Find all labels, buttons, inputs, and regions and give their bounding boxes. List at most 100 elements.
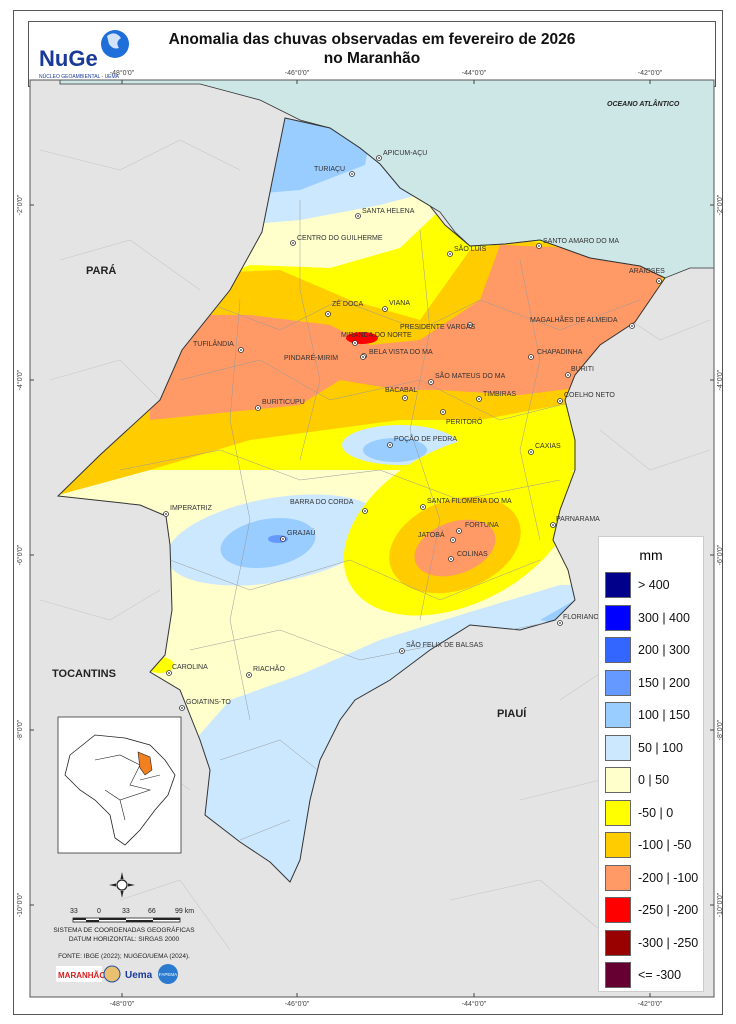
maranhao-boundary bbox=[56, 117, 666, 883]
legend-item: > 400 bbox=[599, 569, 703, 602]
city-label: SANTA HELENA bbox=[362, 208, 415, 215]
map-frame bbox=[13, 10, 723, 1015]
graticule-ticks: -48°0'0" -48°0'0" -46°0'0" -46°0'0" -44°0'0"… bbox=[16, 69, 724, 1008]
legend-unit: mm bbox=[639, 547, 663, 563]
city-label: RIACHÃO bbox=[253, 664, 285, 673]
partner-logos: MARANHÃO Uema FAPEMA bbox=[56, 964, 178, 984]
city-marker: CAROLINA bbox=[166, 664, 208, 676]
source-text: FONTE: IBGE (2022); NUGEO/UEMA (2024). bbox=[58, 953, 190, 960]
legend-swatch bbox=[605, 604, 631, 631]
legend-swatch bbox=[605, 799, 631, 826]
north-arrow-icon bbox=[109, 872, 135, 898]
city-label: JATOBÁ bbox=[418, 530, 445, 539]
legend-label: 0 | 50 bbox=[638, 773, 670, 788]
svg-text:NuGe: NuGe bbox=[39, 46, 98, 71]
longitude-label: -42°0'0" bbox=[638, 69, 663, 77]
legend-item: <= -300 bbox=[599, 959, 703, 992]
city-label: BARRA DO CORDA bbox=[290, 499, 354, 506]
legend-swatch bbox=[605, 702, 631, 729]
legend-swatch bbox=[605, 864, 631, 891]
legend-item: -50 | 0 bbox=[599, 797, 703, 830]
svg-text:NÚCLEO GEOAMBIENTAL - UEMA: NÚCLEO GEOAMBIENTAL - UEMA bbox=[39, 73, 120, 80]
city-marker: GOIATINS-TO bbox=[179, 699, 231, 711]
state-label-para: PARÁ bbox=[86, 264, 116, 277]
legend-label: 50 | 100 bbox=[638, 740, 683, 755]
city-marker: TUFILÂNDIA bbox=[193, 339, 244, 353]
city-marker: PARNARAMA bbox=[550, 516, 600, 528]
latitude-label: -8°0'0" bbox=[716, 719, 724, 740]
city-marker: SÃO LUÍS bbox=[447, 244, 487, 257]
latitude-label: -2°0'0" bbox=[16, 194, 24, 215]
city-marker: VIANA bbox=[382, 300, 410, 312]
city-label: SÃO LUÍS bbox=[454, 244, 487, 253]
legend-label: -50 | 0 bbox=[638, 805, 674, 820]
legend-item: -250 | -200 bbox=[599, 894, 703, 927]
city-marker: CHAPADINHA bbox=[528, 349, 583, 360]
city-label: ZÉ DOCA bbox=[332, 299, 363, 308]
city-marker: PERITORÓ bbox=[440, 409, 483, 426]
city-label: FLORIANO bbox=[563, 614, 599, 621]
city-marker: COELHO NETO bbox=[557, 392, 615, 404]
city-label: POÇÃO DE PEDRA bbox=[394, 434, 457, 443]
legend-label: -200 | -100 bbox=[638, 870, 699, 885]
latitude-label: -4°0'0" bbox=[16, 369, 24, 390]
city-label: ARAIOSES bbox=[629, 268, 665, 275]
longitude-label: -42°0'0" bbox=[638, 1000, 663, 1008]
legend-swatch bbox=[605, 767, 631, 794]
city-label: PARNARAMA bbox=[556, 516, 600, 523]
city-marker: SÃO FELIX DE BALSAS bbox=[399, 640, 483, 654]
city-marker: SANTA HELENA bbox=[355, 208, 415, 219]
brazil-locator-inset bbox=[57, 716, 182, 854]
city-marker: RIACHÃO bbox=[246, 664, 285, 678]
scale-bar: 33 0 33 66 99 km bbox=[70, 908, 194, 923]
city-label: CHAPADINHA bbox=[537, 349, 583, 356]
legend-item: 100 | 150 bbox=[599, 699, 703, 732]
city-label: SANTA FILOMENA DO MA bbox=[427, 498, 512, 505]
city-label: IMPERATRIZ bbox=[170, 505, 213, 512]
legend-swatch bbox=[605, 962, 631, 989]
legend-item: -200 | -100 bbox=[599, 862, 703, 895]
city-marker: BURITI bbox=[565, 366, 594, 378]
legend-item: -300 | -250 bbox=[599, 927, 703, 960]
city-label: TURIAÇU bbox=[314, 166, 345, 173]
legend: mm > 400 300 | 400 200 | 300 150 | 200 100 |… bbox=[598, 536, 704, 992]
city-label: TUFILÂNDIA bbox=[193, 339, 234, 348]
city-label: SANTO AMARO DO MA bbox=[543, 238, 619, 245]
uema-logo: Uema bbox=[125, 970, 153, 981]
city-label: CENTRO DO GUILHERME bbox=[297, 235, 383, 242]
scale-tick: 66 bbox=[148, 908, 156, 915]
map-border bbox=[29, 79, 715, 998]
state-label-piaui: PIAUÍ bbox=[497, 707, 527, 720]
city-label: TIMBIRAS bbox=[483, 391, 516, 398]
legend-label: 100 | 150 bbox=[638, 708, 690, 723]
city-label: CAROLINA bbox=[172, 664, 208, 671]
municipal-boundaries bbox=[119, 200, 641, 841]
city-marker: TURIAÇU bbox=[314, 166, 355, 177]
legend-swatch bbox=[605, 897, 631, 924]
fapema-logo bbox=[158, 964, 178, 984]
nugeo-logo: NuGe NÚCLEO GEOAMBIENTAL - UEMA bbox=[39, 30, 129, 80]
longitude-label: -46°0'0" bbox=[285, 69, 310, 77]
city-marker: BURITICUPU bbox=[255, 399, 305, 411]
city-marker: BACABAL bbox=[385, 387, 417, 401]
longitude-label: -44°0'0" bbox=[462, 69, 487, 77]
map-title: Anomalia das chuvas observadas em fevere… bbox=[29, 30, 715, 68]
legend-item: 150 | 200 bbox=[599, 667, 703, 700]
scale-tick: 33 bbox=[122, 908, 130, 915]
state-seal-logo bbox=[103, 965, 121, 983]
legend-item: 50 | 100 bbox=[599, 732, 703, 765]
legend-item: 200 | 300 bbox=[599, 634, 703, 667]
city-label: PERITORÓ bbox=[446, 417, 483, 426]
latitude-label: -4°0'0" bbox=[716, 369, 724, 390]
longitude-label: -48°0'0" bbox=[110, 69, 135, 77]
legend-swatch bbox=[605, 572, 631, 599]
maranhao-logo: MARANHÃO bbox=[58, 971, 106, 980]
state-label-tocantins: TOCANTINS bbox=[52, 668, 116, 680]
city-marker: BELA VISTA DO MA bbox=[360, 349, 433, 360]
city-marker: SANTA FILOMENA DO MA bbox=[420, 498, 512, 510]
legend-label: 300 | 400 bbox=[638, 610, 690, 625]
latitude-label: -2°0'0" bbox=[716, 194, 724, 215]
legend-swatch bbox=[605, 929, 631, 956]
datum-text: DATUM HORIZONTAL: SIRGAS 2000 bbox=[69, 936, 180, 943]
